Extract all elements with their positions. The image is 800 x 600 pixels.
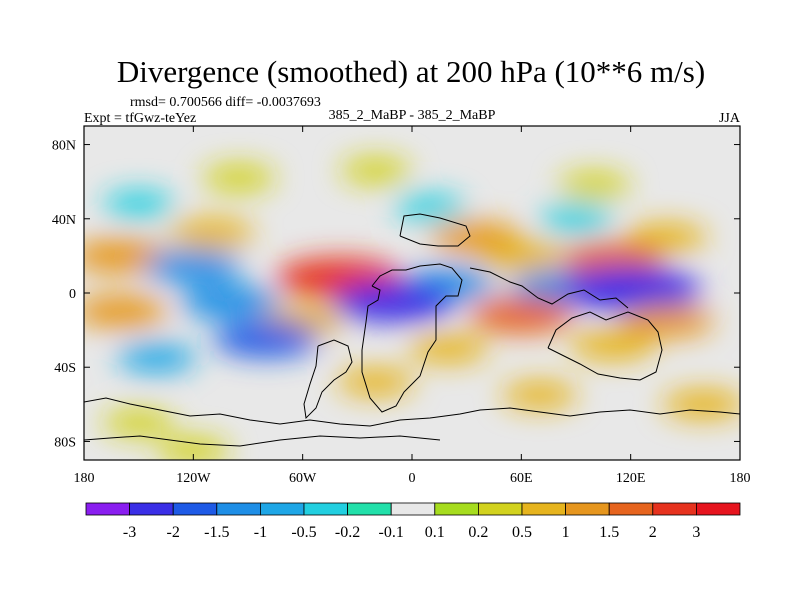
colorbar-label: -0.1 [379, 524, 404, 541]
field-blob [337, 367, 414, 397]
field-blob [627, 222, 707, 252]
field-blob [145, 250, 242, 284]
expt-label: Expt = tfGwz-teYez [84, 111, 196, 126]
field-blob [468, 297, 574, 333]
field-blob [157, 437, 230, 460]
colorbar-label: 2 [649, 524, 657, 541]
field-blob [168, 218, 255, 249]
colorbar-swatch [172, 502, 218, 516]
colorbar-label: 0.5 [512, 524, 532, 541]
x-tick-label: 0 [409, 471, 416, 486]
x-tick-label: 180 [74, 471, 95, 486]
south-america-outline [303, 339, 353, 420]
antarctica-outline [84, 397, 740, 427]
colorbar-swatch [129, 502, 174, 516]
chart-title: Divergence (smoothed) at 200 hPa (10**6 … [117, 54, 705, 89]
colorbar-swatch [477, 502, 523, 516]
colorbar-swatch [390, 502, 436, 516]
field-blob [539, 205, 613, 233]
colorbar-swatch [521, 502, 566, 516]
field-blob [558, 171, 630, 199]
field-blob [340, 157, 411, 184]
field-blob [84, 295, 168, 328]
europe-outline [399, 213, 471, 247]
run-label: 385_2_MaBP - 385_2_MaBP [329, 108, 496, 123]
field-blob [395, 194, 466, 221]
field-blob [620, 304, 714, 338]
plot-area [84, 126, 740, 460]
field-blob [501, 381, 578, 409]
field-blob [478, 240, 564, 272]
colorbar-swatch [652, 502, 697, 516]
colorbar-swatch [608, 502, 654, 516]
x-tick-label: 180 [730, 471, 751, 486]
x-axis: 180 120W 60W 0 60E 120E 180 [74, 126, 751, 486]
colorbar-label: 1 [562, 524, 570, 541]
colorbar-label: -2 [167, 524, 180, 541]
field-blob [662, 389, 740, 420]
field-blob [103, 190, 175, 218]
continent-outlines [84, 213, 740, 447]
field-blob [332, 282, 455, 322]
australia-outline [547, 311, 663, 381]
field-blob [117, 343, 197, 373]
y-tick-label: 0 [69, 287, 76, 302]
y-tick-label: 80S [54, 435, 76, 450]
field-blob [569, 329, 656, 361]
africa-outline [361, 263, 463, 413]
colorbar-swatch [259, 502, 305, 516]
season-label: JJA [719, 111, 741, 126]
field-blob [213, 321, 319, 357]
colorbar-label: -1 [254, 524, 267, 541]
colorbar-swatch [696, 502, 741, 516]
y-tick-label: 40S [54, 361, 76, 376]
divergence-field [84, 157, 740, 460]
colorbar-swatch [565, 502, 610, 516]
y-axis: 80N 40N 0 40S 80S [52, 139, 740, 450]
x-tick-label: 120W [176, 471, 211, 486]
y-tick-label: 80N [52, 139, 76, 154]
colorbar-swatch [216, 502, 261, 516]
colorbar: -3 -2 -1.5 -1 -0.5 -0.2 -0.1 0.1 0.2 0.5 1 1.5 2 3 [85, 502, 741, 541]
colorbar-label: 0.1 [425, 524, 445, 541]
asia-outline [469, 267, 629, 309]
colorbar-label: 1.5 [599, 524, 619, 541]
stats-label: rmsd= 0.700566 diff= -0.0037693 [130, 95, 321, 110]
field-blob [560, 267, 702, 312]
field-blob [408, 334, 489, 364]
colorbar-label: -1.5 [204, 524, 229, 541]
x-tick-label: 60W [289, 471, 317, 486]
colorbar-swatch [347, 502, 392, 516]
colorbar-swatch [434, 502, 479, 516]
colorbar-label: 0.2 [468, 524, 488, 541]
colorbar-swatch [85, 502, 130, 516]
field-blob [180, 285, 280, 320]
field-blob [103, 409, 175, 437]
colorbar-label: -0.2 [335, 524, 360, 541]
y-tick-label: 40N [52, 213, 76, 228]
x-tick-label: 120E [616, 471, 646, 486]
colorbar-swatch [303, 502, 348, 516]
colorbar-label: -0.5 [291, 524, 316, 541]
colorbar-label: 3 [692, 524, 700, 541]
colorbar-label: -3 [123, 524, 136, 541]
antarctica-inner-outline [84, 435, 441, 447]
field-blob [202, 164, 276, 192]
x-tick-label: 60E [510, 471, 533, 486]
